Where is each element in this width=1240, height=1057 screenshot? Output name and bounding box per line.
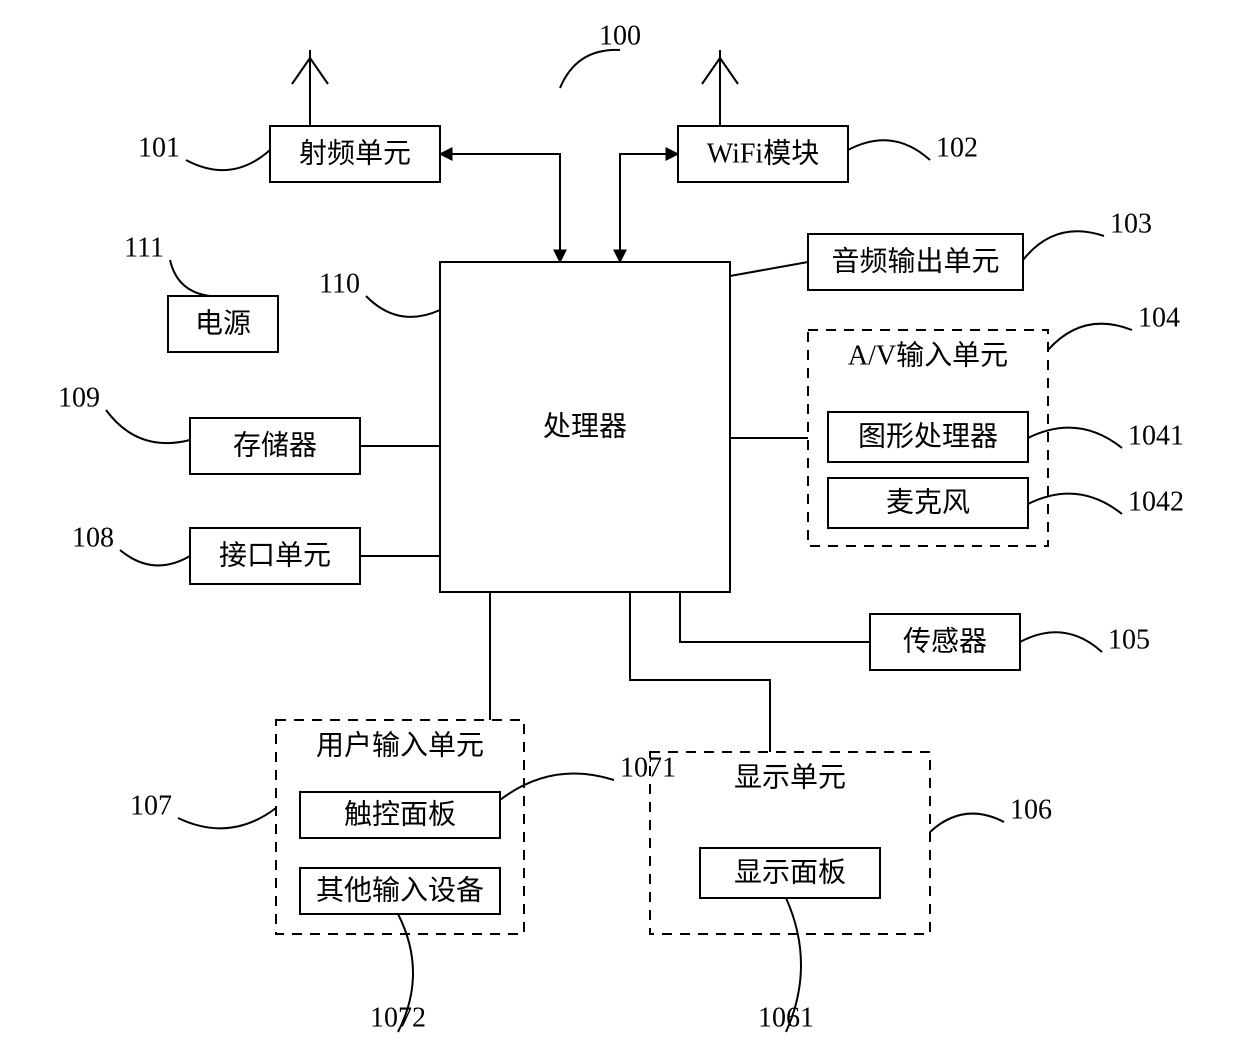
touch-box: 触控面板 xyxy=(300,792,500,838)
display-title: 显示单元 xyxy=(734,761,846,793)
ref-108: 108 xyxy=(72,522,190,565)
sensor-label: 传感器 xyxy=(903,625,987,657)
processor-label: 处理器 xyxy=(543,410,627,442)
ref-1061: 1061 xyxy=(758,898,814,1033)
other-box: 其他输入设备 xyxy=(300,868,500,914)
memory-box: 存储器 xyxy=(190,418,360,474)
wifi-antenna-icon xyxy=(702,50,738,126)
ref-111: 111 xyxy=(124,232,210,296)
memory-label: 存储器 xyxy=(233,429,317,461)
ref-109-label: 109 xyxy=(58,382,100,413)
ref-111-label: 111 xyxy=(124,232,164,263)
ref-1042: 1042 xyxy=(1028,486,1184,517)
ref-105: 105 xyxy=(1020,624,1150,655)
ref-101-label: 101 xyxy=(138,132,180,163)
audio-box: 音频输出单元 xyxy=(808,234,1023,290)
mic-box: 麦克风 xyxy=(828,478,1028,528)
power-label: 电源 xyxy=(195,307,251,339)
ref-1072: 1072 xyxy=(370,914,426,1033)
mic-label: 麦克风 xyxy=(886,486,970,518)
ref-102: 102 xyxy=(848,132,978,163)
wifi-box: WiFi模块 xyxy=(678,126,848,182)
interface-label: 接口单元 xyxy=(219,539,331,571)
ref-107-label: 107 xyxy=(130,790,172,821)
rf-antenna-icon xyxy=(292,50,328,126)
ref-110: 110 xyxy=(319,268,440,316)
ref-1041-label: 1041 xyxy=(1128,420,1184,451)
power-box: 电源 xyxy=(168,296,278,352)
ref-1061-label: 1061 xyxy=(758,1002,814,1033)
ref-100-label: 100 xyxy=(599,20,641,51)
ref-108-label: 108 xyxy=(72,522,114,553)
gpu-label: 图形处理器 xyxy=(858,420,998,452)
userin-title: 用户输入单元 xyxy=(316,729,484,761)
ref-101: 101 xyxy=(138,132,270,170)
rf-box: 射频单元 xyxy=(270,126,440,182)
other-label: 其他输入设备 xyxy=(316,874,484,906)
ref-1042-label: 1042 xyxy=(1128,486,1184,517)
ref-103-label: 103 xyxy=(1110,208,1152,239)
ref-104-label: 104 xyxy=(1138,302,1180,333)
wifi-label: WiFi模块 xyxy=(707,137,819,169)
sensor-box: 传感器 xyxy=(870,614,1020,670)
interface-box: 接口单元 xyxy=(190,528,360,584)
rf-label: 射频单元 xyxy=(299,137,411,169)
ref-102-label: 102 xyxy=(936,132,978,163)
processor-box: 处理器 xyxy=(440,262,730,592)
av-title: A/V输入单元 xyxy=(848,339,1008,371)
ref-1041: 1041 xyxy=(1028,420,1184,451)
audio-label: 音频输出单元 xyxy=(831,245,999,277)
panel-label: 显示面板 xyxy=(734,856,846,888)
panel-box: 显示面板 xyxy=(700,848,880,898)
gpu-box: 图形处理器 xyxy=(828,412,1028,462)
ref-1071-label: 1071 xyxy=(620,752,676,783)
ref-109: 109 xyxy=(58,382,190,443)
ref-105-label: 105 xyxy=(1108,624,1150,655)
ref-1072-label: 1072 xyxy=(370,1002,426,1033)
ref-104: 104 xyxy=(1048,302,1180,350)
ref-106: 106 xyxy=(930,794,1052,832)
ref-100: 100 xyxy=(560,20,641,88)
ref-106-label: 106 xyxy=(1010,794,1052,825)
ref-110-label: 110 xyxy=(319,268,360,299)
ref-107: 107 xyxy=(130,790,276,828)
ref-103: 103 xyxy=(1023,208,1152,260)
touch-label: 触控面板 xyxy=(344,798,456,830)
